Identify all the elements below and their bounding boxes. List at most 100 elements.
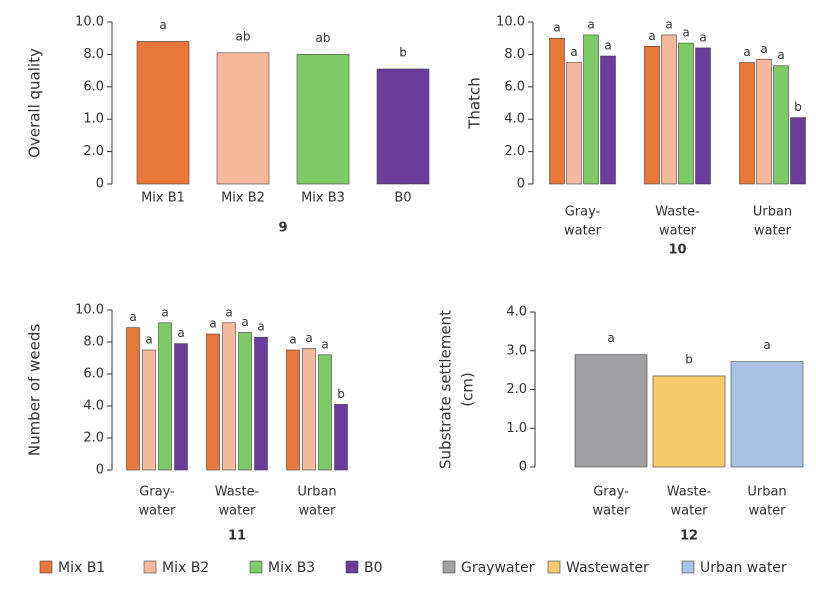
bar xyxy=(566,62,582,185)
bar xyxy=(661,34,677,185)
significance-letter: a xyxy=(145,333,152,347)
significance-letter: a xyxy=(682,26,689,40)
x-tick-label: water xyxy=(138,504,176,519)
x-tick-label: Gray- xyxy=(593,485,629,500)
y-axis-label: Substrate settlement xyxy=(437,310,455,469)
significance-letter: b xyxy=(685,352,693,366)
x-tick-label: Mix B3 xyxy=(301,191,345,206)
significance-letter: a xyxy=(225,305,232,319)
bar xyxy=(376,68,430,185)
caption: 10 xyxy=(668,243,686,258)
y-tick-label: 8.0 xyxy=(83,335,104,350)
significance-letter: a xyxy=(743,45,750,59)
caption: 12 xyxy=(680,529,698,544)
legend-swatch xyxy=(39,560,53,574)
y-axis-label: Number of weeds xyxy=(26,324,44,456)
bar xyxy=(600,55,616,185)
bar xyxy=(238,332,252,471)
y-tick-label: 0 xyxy=(96,177,104,192)
bar xyxy=(574,354,648,468)
y-tick-label: 4.0 xyxy=(504,112,525,127)
bar xyxy=(216,52,270,185)
bar xyxy=(286,349,300,471)
significance-letter: ab xyxy=(316,31,331,45)
bar xyxy=(739,62,755,185)
y-tick-label: 8.0 xyxy=(504,47,525,62)
x-tick-label: Urban xyxy=(747,485,786,500)
y-tick-label: 2.0 xyxy=(504,144,525,159)
bar xyxy=(142,349,156,471)
y-tick-label: 4.0 xyxy=(506,305,527,320)
bar xyxy=(790,117,806,185)
x-tick-label: B0 xyxy=(394,191,411,206)
significance-letter: a xyxy=(241,315,248,329)
y-tick-label: 8.0 xyxy=(83,47,104,62)
bar xyxy=(126,327,140,471)
caption: 11 xyxy=(228,529,246,544)
significance-letter: a xyxy=(760,42,767,56)
y-tick-label: 6.0 xyxy=(504,79,525,94)
significance-letter: b xyxy=(794,100,802,114)
bar xyxy=(334,404,348,471)
x-tick-label: Mix B2 xyxy=(221,191,265,206)
significance-letter: a xyxy=(257,320,264,334)
significance-letter: a xyxy=(177,326,184,340)
bar xyxy=(583,34,599,185)
bar xyxy=(652,375,726,468)
y-tick-label: 4.0 xyxy=(83,399,104,414)
significance-letter: a xyxy=(777,48,784,62)
x-tick-label: Urban xyxy=(753,205,792,220)
x-tick-label: Waste- xyxy=(215,485,260,500)
bar xyxy=(254,336,268,471)
significance-letter: a xyxy=(607,331,614,345)
significance-letter: a xyxy=(289,333,296,347)
bar xyxy=(730,361,804,468)
y-tick-label: 0 xyxy=(517,177,525,192)
bar xyxy=(136,41,190,185)
bar xyxy=(206,333,220,471)
bar xyxy=(222,322,236,471)
y-tick-label: 2.0 xyxy=(506,382,527,397)
x-tick-label: water xyxy=(298,504,336,519)
y-tick-label: 1.0 xyxy=(506,421,527,436)
significance-letter: a xyxy=(553,21,560,35)
legend-label: Graywater xyxy=(461,560,535,576)
legend-swatch xyxy=(345,560,359,574)
x-tick-label: Urban xyxy=(297,485,336,500)
significance-letter: a xyxy=(129,310,136,324)
legend-label: Mix B3 xyxy=(268,560,315,576)
bar xyxy=(296,54,350,185)
x-tick-label: Gray- xyxy=(139,485,175,500)
caption: 9 xyxy=(278,221,287,236)
significance-letter: b xyxy=(337,387,345,401)
significance-letter: a xyxy=(321,337,328,351)
x-tick-label: water xyxy=(659,224,697,239)
bar xyxy=(318,354,332,471)
significance-letter: a xyxy=(587,17,594,31)
significance-letter: a xyxy=(159,18,166,32)
significance-letter: a xyxy=(604,39,611,53)
bar xyxy=(695,47,711,185)
bar xyxy=(158,322,172,471)
x-tick-label: water xyxy=(748,504,786,519)
significance-letter: a xyxy=(161,305,168,319)
legend-label: B0 xyxy=(364,560,383,576)
y-tick-label: 6.0 xyxy=(83,367,104,382)
legend-label: Urban water xyxy=(700,560,787,576)
significance-letter: a xyxy=(209,317,216,331)
y-axis-label: (cm) xyxy=(459,372,477,407)
x-tick-label: Waste- xyxy=(667,485,712,500)
significance-letter: b xyxy=(399,45,407,59)
significance-letter: ab xyxy=(236,29,251,43)
x-tick-label: water xyxy=(670,504,708,519)
y-tick-label: 0 xyxy=(96,463,104,478)
significance-letter: a xyxy=(763,338,770,352)
significance-letter: a xyxy=(699,30,706,44)
x-tick-label: Waste- xyxy=(655,205,700,220)
x-tick-label: water xyxy=(564,224,602,239)
bar xyxy=(174,343,188,471)
legend-label: Mix B1 xyxy=(58,560,105,576)
legend-swatch xyxy=(249,560,263,574)
significance-letter: a xyxy=(305,331,312,345)
